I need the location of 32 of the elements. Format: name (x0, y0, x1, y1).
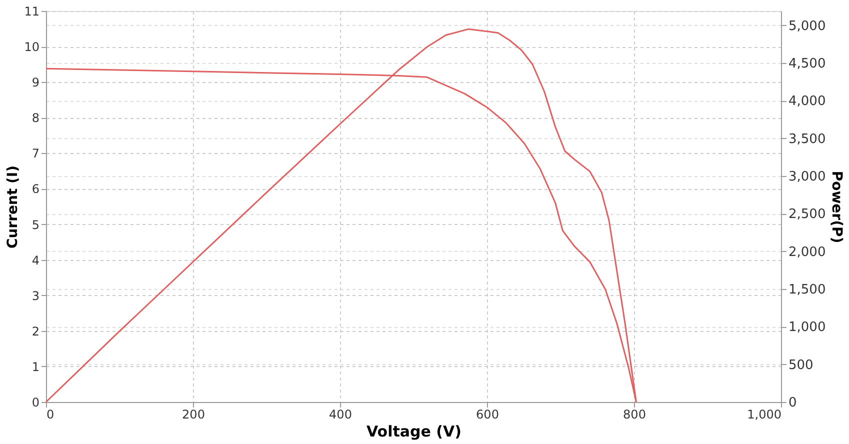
x-axis-title: Voltage (V) (366, 422, 462, 440)
y2-tick-label: 1,000 (788, 320, 826, 336)
y-tick-label: 4 (32, 253, 40, 268)
y-tick-label: 3 (32, 288, 40, 303)
y2-tick-label: 500 (788, 358, 814, 373)
y-tick-label: 8 (32, 111, 40, 126)
x-tick-label: 400 (329, 408, 352, 422)
y2-tick-label: 2,000 (788, 244, 826, 260)
y-tick-label: 6 (32, 182, 40, 196)
x-tick-label: 0 (46, 408, 54, 422)
y2-tick-label: 1,500 (788, 282, 826, 298)
y-tick-label: 0 (32, 396, 40, 410)
y-tick-label: 7 (32, 146, 40, 161)
y-tick-label: 11 (24, 4, 40, 18)
y-tick-label: 10 (24, 40, 40, 54)
y-axis-title: Current (I) (5, 165, 22, 249)
y2-tick-label: 2,500 (788, 207, 826, 222)
y-tick-label: 1 (32, 360, 40, 374)
y2-tick-label: 4,500 (788, 56, 826, 72)
y2-tick-label: 0 (788, 396, 797, 410)
x-tick-label: 200 (182, 408, 205, 422)
y-tick-label: 5 (32, 218, 40, 232)
y2-tick-label: 5,000 (788, 18, 826, 34)
x-tick-label: 1,000 (747, 408, 782, 422)
x-tick-label: 600 (476, 408, 499, 422)
y-tick-label: 2 (32, 324, 40, 338)
y2-axis-title: Power(P) (828, 170, 845, 244)
x-tick-label: 800 (623, 408, 646, 422)
y2-tick-label: 3,000 (788, 169, 826, 184)
y-tick-label: 9 (32, 76, 40, 90)
y2-tick-label: 3,500 (788, 132, 826, 147)
y2-tick-label: 4,000 (788, 94, 826, 110)
